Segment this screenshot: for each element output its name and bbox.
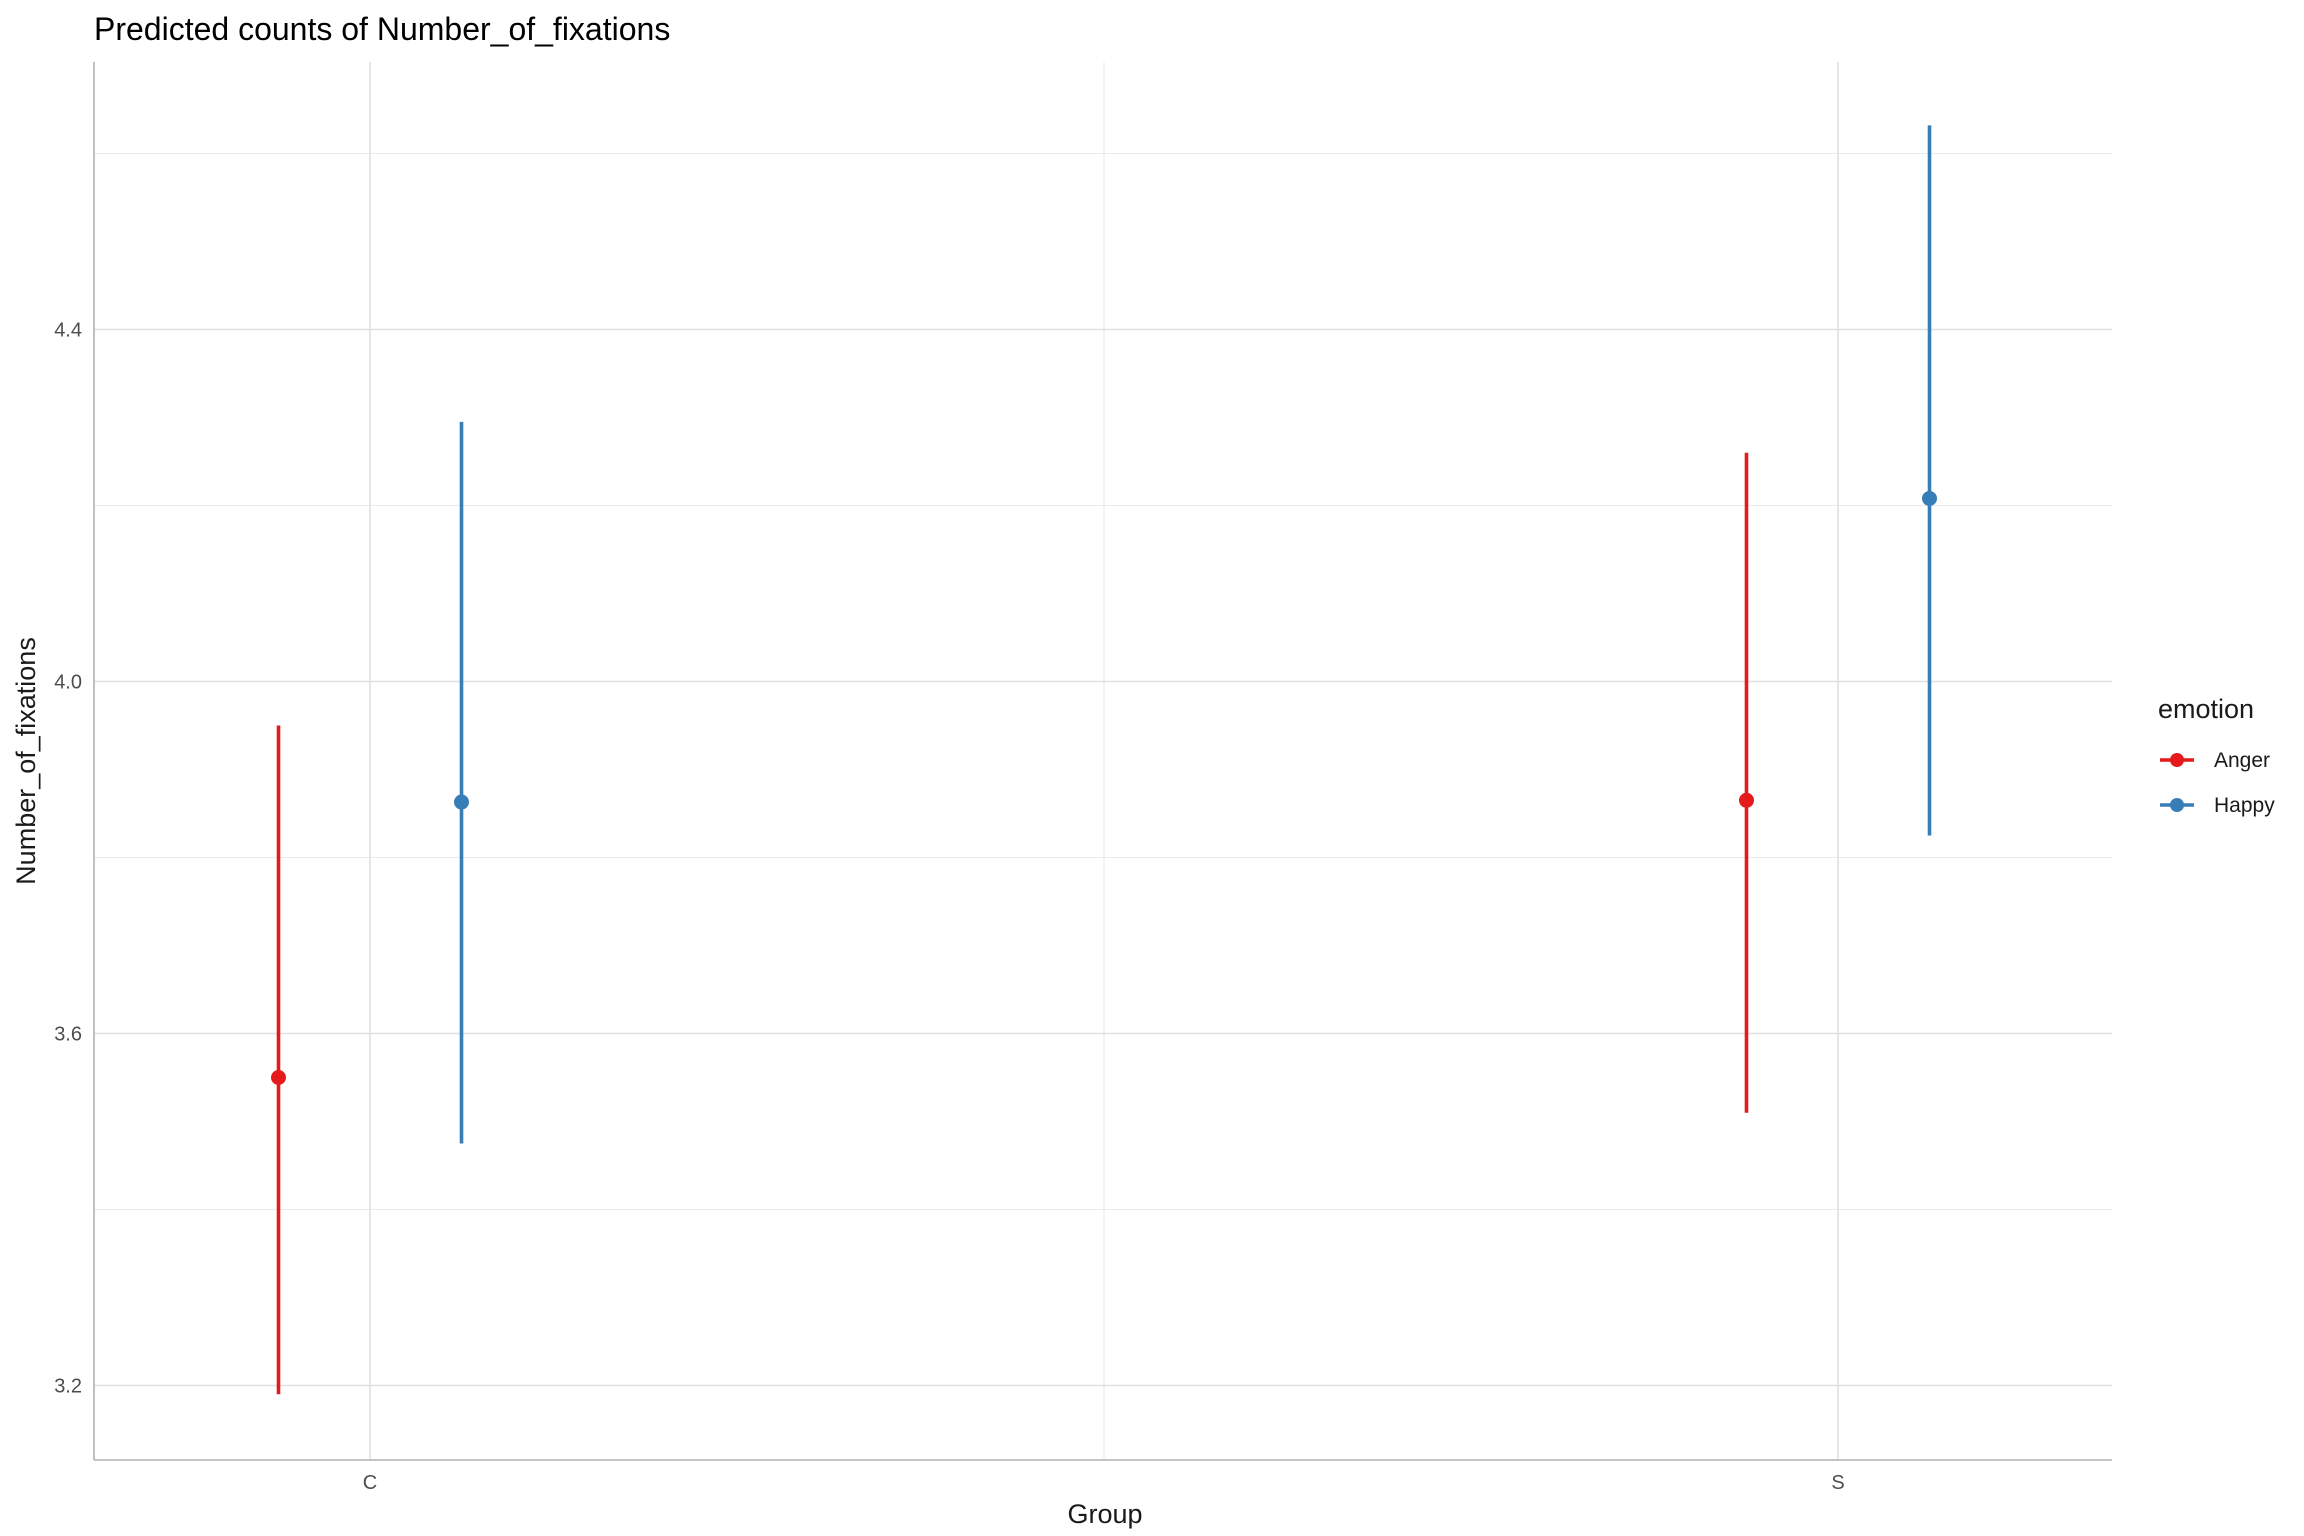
point-estimate [1739, 792, 1754, 808]
plot-marks [271, 125, 1937, 1395]
legend-label: Happy [2214, 794, 2275, 817]
y-tick-label: 3.6 [54, 1024, 82, 1046]
point-estimate [454, 794, 469, 810]
point-estimate [1922, 490, 1937, 506]
grid [94, 62, 2112, 1460]
x-axis-title: Group [1067, 1499, 1142, 1529]
y-tick-labels: 3.2 3.6 4.0 4.4 [54, 320, 82, 1398]
point-estimate [271, 1070, 286, 1085]
legend-label: Anger [2214, 749, 2270, 772]
y-tick-label: 4.4 [54, 320, 82, 342]
y-tick-label: 4.0 [54, 672, 82, 694]
chart-title: Predicted counts of Number_of_fixations [94, 11, 670, 47]
x-tick-label: S [1831, 1472, 1844, 1494]
legend-key-point [2170, 753, 2184, 767]
legend-title: emotion [2158, 694, 2254, 724]
x-tick-label: C [363, 1472, 377, 1494]
y-axis-title: Number_of_fixations [11, 637, 41, 885]
y-tick-label: 3.2 [54, 1376, 82, 1398]
legend-key-point [2170, 798, 2184, 812]
legend-items: Anger Happy [2160, 749, 2275, 817]
legend: emotion Anger Happy [2158, 694, 2275, 817]
